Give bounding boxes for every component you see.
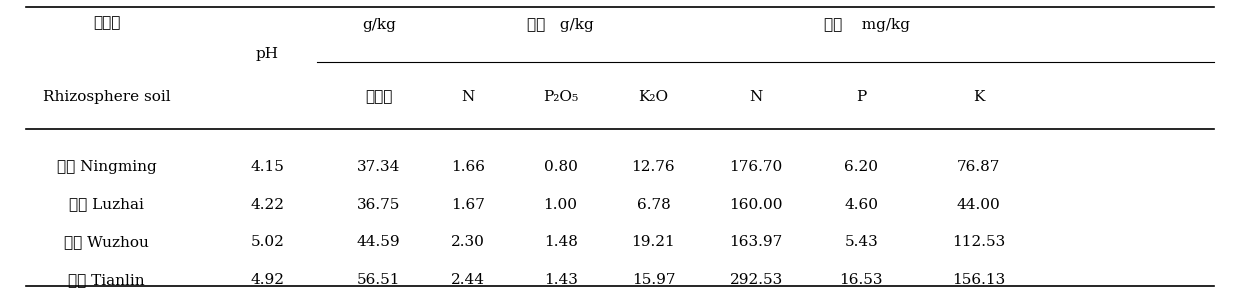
Text: K₂O: K₂O	[639, 90, 668, 104]
Text: 37.34: 37.34	[357, 160, 401, 174]
Text: 1.00: 1.00	[543, 197, 578, 212]
Text: 梧州 Wuzhou: 梧州 Wuzhou	[64, 235, 149, 249]
Text: 6.20: 6.20	[844, 160, 878, 174]
Text: 5.43: 5.43	[844, 235, 878, 249]
Text: 有机质: 有机质	[365, 90, 392, 104]
Text: 速效    mg/kg: 速效 mg/kg	[825, 18, 910, 32]
Text: 292.53: 292.53	[729, 273, 782, 287]
Text: 16.53: 16.53	[839, 273, 883, 287]
Text: 5.02: 5.02	[250, 235, 284, 249]
Text: 根际土: 根际土	[93, 16, 120, 30]
Text: 156.13: 156.13	[952, 273, 1006, 287]
Text: 1.66: 1.66	[451, 160, 485, 174]
Text: 1.67: 1.67	[451, 197, 485, 212]
Text: 1.43: 1.43	[543, 273, 578, 287]
Text: P: P	[856, 90, 867, 104]
Text: K: K	[973, 90, 985, 104]
Text: 44.59: 44.59	[357, 235, 401, 249]
Text: 鹿寨 Luzhai: 鹿寨 Luzhai	[69, 197, 144, 212]
Text: 4.22: 4.22	[250, 197, 284, 212]
Text: 56.51: 56.51	[357, 273, 401, 287]
Text: 4.92: 4.92	[250, 273, 284, 287]
Text: P₂O₅: P₂O₅	[543, 90, 578, 104]
Text: 1.48: 1.48	[543, 235, 578, 249]
Text: N: N	[749, 90, 763, 104]
Text: 163.97: 163.97	[729, 235, 782, 249]
Text: 15.97: 15.97	[631, 273, 675, 287]
Text: 6.78: 6.78	[636, 197, 671, 212]
Text: 田林 Tianlin: 田林 Tianlin	[68, 273, 145, 287]
Text: Rhizosphere soil: Rhizosphere soil	[42, 90, 170, 104]
Text: 4.15: 4.15	[250, 160, 284, 174]
Text: N: N	[461, 90, 475, 104]
Text: 19.21: 19.21	[631, 235, 676, 249]
Text: pH: pH	[255, 47, 279, 61]
Text: 12.76: 12.76	[631, 160, 676, 174]
Text: 0.80: 0.80	[543, 160, 578, 174]
Text: 4.60: 4.60	[844, 197, 878, 212]
Text: g/kg: g/kg	[362, 18, 396, 32]
Text: 全量   g/kg: 全量 g/kg	[527, 18, 594, 32]
Text: 76.87: 76.87	[957, 160, 1001, 174]
Text: 2.44: 2.44	[451, 273, 485, 287]
Text: 宁明 Ningming: 宁明 Ningming	[57, 160, 156, 174]
Text: 160.00: 160.00	[729, 197, 782, 212]
Text: 36.75: 36.75	[357, 197, 401, 212]
Text: 2.30: 2.30	[451, 235, 485, 249]
Text: 176.70: 176.70	[729, 160, 782, 174]
Text: 44.00: 44.00	[957, 197, 1001, 212]
Text: 112.53: 112.53	[952, 235, 1006, 249]
